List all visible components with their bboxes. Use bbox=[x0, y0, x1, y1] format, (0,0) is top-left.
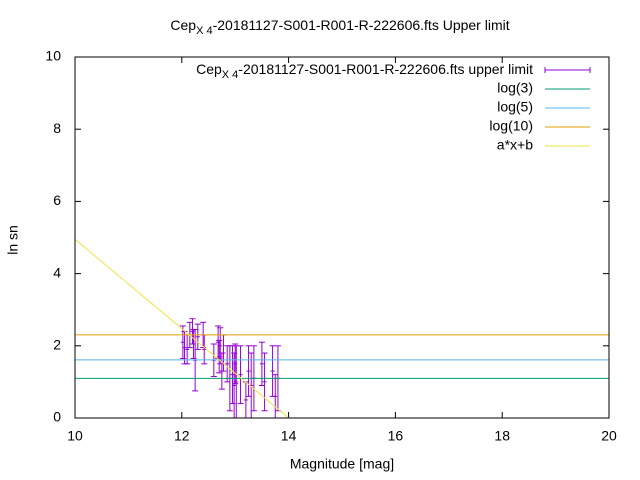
y-tick-label: 2 bbox=[53, 337, 61, 353]
legend-label: a*x+b bbox=[497, 137, 533, 153]
y-tick-label: 10 bbox=[45, 48, 61, 64]
title-subscript: X 4 bbox=[196, 25, 213, 37]
error-bar bbox=[258, 341, 265, 387]
y-axis-label: ln sn bbox=[5, 225, 21, 255]
error-bar bbox=[242, 381, 249, 418]
y-tick-label: 8 bbox=[53, 120, 61, 136]
legend-label-rest: -20181127-S001-R001-R-222606.fts upper l… bbox=[238, 61, 533, 77]
y-tick-label: 0 bbox=[53, 409, 61, 425]
error-bar bbox=[216, 339, 223, 374]
legend-label: log(10) bbox=[489, 118, 533, 134]
x-tick-label: 12 bbox=[174, 428, 190, 444]
error-bar bbox=[245, 345, 252, 397]
x-tick-label: 20 bbox=[601, 428, 617, 444]
legend-label-subscript: X 4 bbox=[222, 69, 239, 81]
error-bar bbox=[224, 345, 231, 383]
function-line bbox=[75, 238, 289, 418]
legend-label-main: Cep bbox=[196, 61, 222, 77]
error-bar bbox=[237, 345, 244, 405]
plot-area bbox=[75, 238, 609, 418]
x-tick-label: 16 bbox=[388, 428, 404, 444]
legend-label: log(3) bbox=[497, 80, 533, 96]
x-axis-label: Magnitude [mag] bbox=[290, 456, 394, 472]
legend-label: log(5) bbox=[497, 99, 533, 115]
y-tick-label: 6 bbox=[53, 192, 61, 208]
x-tick-label: 18 bbox=[494, 428, 510, 444]
error-bar bbox=[269, 345, 276, 397]
x-tick-label: 14 bbox=[281, 428, 297, 444]
chart-title: CepX 4-20181127-S001-R001-R-222606.fts U… bbox=[170, 17, 509, 37]
legend-label: CepX 4-20181127-S001-R001-R-222606.fts u… bbox=[196, 61, 533, 81]
error-bar bbox=[261, 352, 268, 412]
plot-border bbox=[74, 56, 610, 419]
x-tick-label: 10 bbox=[67, 428, 83, 444]
error-bar bbox=[232, 343, 239, 385]
error-bar bbox=[194, 323, 201, 350]
title-rest: -20181127-S001-R001-R-222606.fts Upper l… bbox=[213, 17, 510, 33]
y-tick-label: 4 bbox=[53, 264, 61, 280]
title-main: Cep bbox=[170, 17, 196, 33]
